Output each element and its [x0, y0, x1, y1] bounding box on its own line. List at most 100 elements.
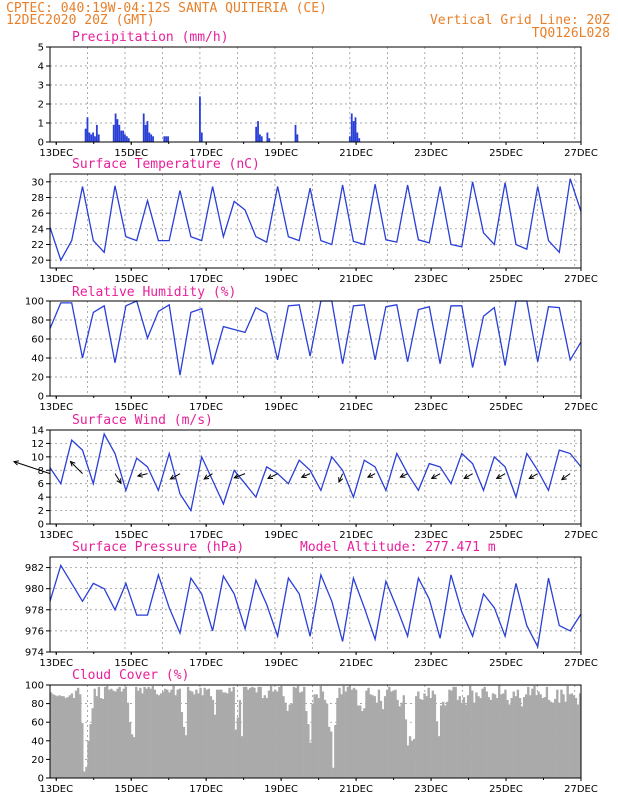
pressure-panel: Surface Pressure (hPa) Model Altitude: 27…: [25, 540, 598, 669]
temp-title: Surface Temperature (nC): [72, 157, 260, 172]
precip-bar: [144, 124, 147, 142]
cloud-bar: [518, 698, 522, 778]
cloud-bar: [290, 703, 293, 778]
cloud-bar: [479, 698, 482, 778]
cloud-bar: [191, 691, 194, 778]
pressure-frame: [49, 556, 582, 653]
wind-xtick-label: 13DEC: [39, 530, 73, 541]
humidity-xtick-label: 25DEC: [489, 402, 523, 413]
cloud-bar: [408, 736, 412, 778]
precip-bar: [90, 134, 93, 142]
cloud-bar: [539, 694, 542, 778]
cloud-bar: [568, 694, 571, 778]
wind-arrow-head: [136, 472, 143, 478]
cloud-bar: [448, 689, 451, 778]
cloud-bar: [506, 699, 509, 778]
cloud-bar: [276, 691, 279, 778]
cloud-bar: [495, 698, 499, 778]
temp-ytick-label: 20: [31, 256, 44, 267]
pressure-xtick-label: 23DEC: [414, 658, 448, 669]
cloud-bar: [576, 704, 580, 778]
cloud-bar: [369, 694, 372, 778]
cloud-bar: [110, 688, 113, 778]
cloud-bar: [182, 726, 186, 778]
cloud-bar: [213, 714, 217, 778]
cloud-bar: [284, 702, 287, 778]
cloud-bar: [354, 689, 358, 778]
wind-arrow: [137, 473, 148, 477]
cloud-bar: [361, 711, 364, 778]
precip-ytick-label: 4: [38, 62, 44, 73]
cloud-bar: [197, 693, 200, 778]
wind-title: Surface Wind (m/s): [72, 413, 213, 428]
temp-ytick-label: 28: [31, 193, 44, 204]
cloud-bar: [50, 692, 53, 778]
cloud-bar: [236, 717, 240, 778]
humidity-xtick-label: 17DEC: [189, 402, 223, 413]
cloud-bar: [321, 691, 325, 778]
cloud-title: Cloud Cover (%): [72, 668, 189, 683]
precip-bar: [120, 130, 123, 142]
temp-xtick-label: 21DEC: [339, 274, 373, 285]
pressure-xtick-label: 19DEC: [264, 658, 298, 669]
wind-xtick-label: 25DEC: [489, 530, 523, 541]
humidity-xtick-label: 23DEC: [414, 402, 448, 413]
wind-arrow-head: [463, 474, 470, 479]
wind-series-line: [49, 432, 582, 513]
wind-arrow: [338, 473, 344, 483]
precip-xtick-label: 25DEC: [489, 148, 523, 159]
cloud-xtick-label: 27DEC: [564, 784, 598, 795]
pressure-xtick-label: 13DEC: [39, 658, 73, 669]
humidity-ytick-label: 20: [31, 373, 44, 384]
cloud-bar: [421, 699, 424, 778]
pressure-xtick-label: 17DEC: [189, 658, 223, 669]
temp-ytick-label: 30: [31, 177, 44, 188]
cloud-bar: [205, 689, 208, 778]
cloud-bar: [234, 729, 237, 778]
temp-xtick-label: 17DEC: [189, 274, 223, 285]
precip-bar: [88, 132, 91, 142]
cloud-bar: [375, 702, 379, 778]
cloud-bar: [327, 726, 331, 778]
cloud-bar: [184, 735, 188, 778]
cloud-bar: [383, 696, 387, 778]
humidity-ytick-label: 40: [31, 354, 44, 365]
pressure-title: Surface Pressure (hPa): [72, 540, 244, 555]
cloud-bar: [504, 689, 507, 778]
cloud-bar: [545, 686, 549, 778]
cloud-bar: [305, 711, 308, 778]
cloud-bar: [446, 701, 449, 778]
temp-xtick-label: 27DEC: [564, 274, 598, 285]
wind-xtick-label: 15DEC: [114, 530, 148, 541]
cloud-bar: [58, 695, 61, 778]
cloud-bar: [168, 692, 171, 778]
cloud-bar: [473, 702, 476, 778]
wind-arrow-head: [169, 474, 176, 480]
cloud-xtick-label: 17DEC: [189, 784, 223, 795]
cloud-bar: [379, 700, 383, 778]
cloud-bar: [106, 685, 109, 778]
wind-arrow-head: [528, 474, 535, 479]
cloud-bar: [282, 696, 285, 778]
wind-arrow-head: [69, 460, 76, 467]
cloud-bar: [137, 690, 140, 778]
wind-arrow: [203, 473, 213, 480]
precip-bar: [86, 117, 89, 142]
cloud-bar: [317, 698, 320, 778]
cloud-bar: [481, 688, 484, 778]
cloud-bar: [116, 688, 119, 778]
cloud-ytick-label: 0: [38, 774, 44, 785]
cloud-bar: [510, 698, 513, 778]
wind-arrow-head: [233, 473, 240, 479]
cloud-bar: [242, 686, 246, 778]
cloud-bar: [199, 687, 202, 778]
cloud-bar: [338, 687, 341, 778]
wind-arrow: [13, 461, 51, 475]
cloud-bar: [141, 693, 144, 778]
wind-xtick-label: 19DEC: [264, 530, 298, 541]
wind-ytick-label: 4: [38, 493, 44, 504]
cloud-bar: [493, 694, 497, 778]
cloud-bar: [180, 711, 184, 778]
cloud-bar: [427, 687, 430, 778]
precip-bar: [124, 134, 126, 142]
